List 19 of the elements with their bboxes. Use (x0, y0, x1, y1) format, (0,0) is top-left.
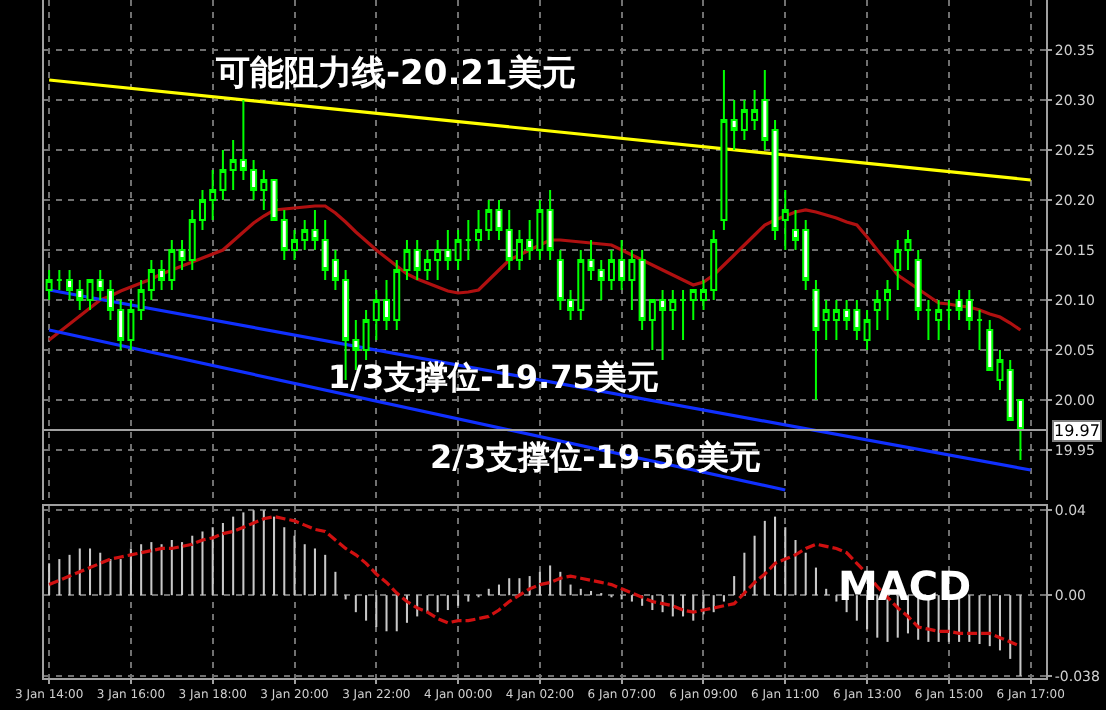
candlestick (945, 299, 953, 331)
candlestick (914, 249, 922, 321)
line-series (47, 204, 1023, 342)
candlestick (812, 279, 820, 401)
candlestick (924, 299, 932, 341)
candlestick (679, 289, 687, 341)
candlestick (464, 219, 472, 261)
candlestick (720, 69, 728, 231)
candlestick (546, 189, 554, 261)
line-series (47, 515, 1023, 648)
candlestick (976, 309, 984, 351)
ref-line-label: 19.97 (1054, 422, 1100, 440)
candlestick (55, 269, 63, 291)
candlestick (863, 309, 871, 351)
candlestick (935, 299, 943, 341)
candlestick (45, 269, 53, 301)
annotation: MACD (838, 562, 972, 610)
candlestick (454, 229, 462, 271)
annotation: 可能阻力线-20.21美元 (214, 54, 576, 94)
